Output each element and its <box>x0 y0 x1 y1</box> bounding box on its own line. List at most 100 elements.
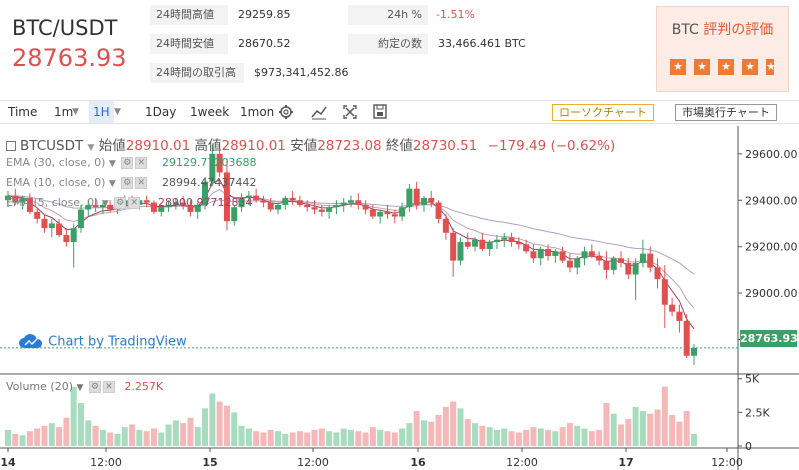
volume-bar <box>618 424 625 446</box>
close-icon[interactable]: ✕ <box>135 177 148 189</box>
x-tick-label: 12:00 <box>90 456 122 469</box>
candle-body <box>581 251 588 259</box>
candle-body <box>158 207 165 212</box>
settings-icon[interactable]: ⚙ <box>121 177 134 189</box>
volume-bar <box>70 386 77 446</box>
settings-icon[interactable]: ⚙ <box>88 381 101 393</box>
stat-24h-low: 24時間安値 28670.52 <box>150 34 330 54</box>
volume-bar <box>545 429 552 446</box>
volume-bar <box>107 432 114 446</box>
stat-trades: 約定の数 33,466.461 BTC <box>348 34 538 54</box>
settings-icon[interactable]: ⚙ <box>114 197 127 209</box>
vol-tick-label: 2.5K <box>745 406 770 419</box>
volume-bar <box>172 420 179 446</box>
stat-24h-volume: 24時間の取引高 $973,341,452.86 <box>150 63 350 83</box>
volume-bar <box>275 431 282 446</box>
settings-icon[interactable]: ⚙ <box>121 157 134 169</box>
candle-body <box>552 251 559 256</box>
x-tick-label: 14 <box>0 456 16 469</box>
candle-body <box>355 200 362 205</box>
volume-bar <box>238 425 245 446</box>
save-icon[interactable] <box>372 101 388 123</box>
depth-chart-button[interactable]: 市場奥行チャート <box>675 104 777 121</box>
volume-bar <box>202 408 209 446</box>
candle-body <box>180 202 187 205</box>
candle-body <box>369 209 376 217</box>
candle-body <box>457 242 464 261</box>
dropdown-arrow-icon[interactable]: ▼ <box>114 107 121 117</box>
candle-body <box>26 197 33 212</box>
candle-body <box>435 202 442 219</box>
candle-body <box>340 202 347 205</box>
volume-bar <box>180 423 187 446</box>
volume-bar <box>26 431 33 446</box>
volume-bar <box>121 427 128 446</box>
dropdown-arrow-icon[interactable]: ▼ <box>108 179 116 189</box>
close-icon[interactable]: ✕ <box>102 381 115 393</box>
gear-icon[interactable] <box>278 101 294 123</box>
volume-bar <box>472 423 479 446</box>
volume-bar <box>289 432 296 446</box>
tradingview-watermark[interactable]: Chart by TradingView <box>18 334 187 350</box>
candle-chart-button[interactable]: ローソクチャート <box>552 104 654 121</box>
price-chart[interactable]: 29600.0029400.0029200.0029000.0028800.00… <box>0 126 799 470</box>
dropdown-arrow-icon[interactable]: ▼ <box>76 383 84 393</box>
candle-body <box>289 197 296 201</box>
interval-1h[interactable]: 1H <box>89 101 114 123</box>
star-icon: ★ <box>670 59 686 75</box>
volume-bar <box>12 433 19 446</box>
collapse-icon[interactable] <box>6 141 16 151</box>
volume-bar <box>603 402 610 446</box>
dropdown-arrow-icon[interactable]: ▼ <box>87 143 95 153</box>
rating-box[interactable]: BTC 評判の評価 ★ ★ ★ ★ ★ <box>656 6 789 92</box>
candle-body <box>333 204 340 208</box>
stat-value: 28670.52 <box>238 37 291 50</box>
cloud-icon <box>19 334 43 348</box>
candle-body <box>326 207 333 212</box>
star-icon: ★ <box>742 59 758 75</box>
candle-body <box>632 262 639 275</box>
dropdown-arrow-icon[interactable]: ▼ <box>101 199 109 209</box>
low-value: 28723.08 <box>317 138 382 154</box>
volume-label: Volume (20) <box>6 380 73 393</box>
stat-value: 29259.85 <box>238 8 291 21</box>
volume-bar <box>369 427 376 446</box>
volume-bar <box>77 402 84 446</box>
rating-title: BTC 評判の評価 <box>671 22 774 38</box>
candle-body <box>596 255 603 261</box>
x-tick-label: 12:00 <box>297 456 329 469</box>
candle-body <box>486 242 493 249</box>
stat-24h-change: 24h % -1.51% <box>348 5 528 25</box>
stat-label: 24時間高値 <box>150 5 228 25</box>
candle-body <box>5 195 11 201</box>
candle-body <box>77 209 84 229</box>
candle-body <box>493 239 500 243</box>
interval-1m[interactable]: 1m <box>54 105 74 119</box>
half-star-icon: ★ <box>766 59 774 75</box>
volume-bar <box>362 432 369 446</box>
volume-bar <box>194 427 201 446</box>
candle-body <box>187 204 194 212</box>
close-icon[interactable]: ✕ <box>135 157 148 169</box>
volume-bar <box>574 425 581 446</box>
volume-bar <box>326 431 333 446</box>
fullscreen-icon[interactable] <box>342 101 358 123</box>
volume-bar <box>399 428 406 446</box>
high-value: 28910.01 <box>221 138 286 154</box>
interval-1day[interactable]: 1Day <box>145 105 177 119</box>
candle-body <box>48 223 55 229</box>
candle-body <box>625 262 632 275</box>
volume-bar <box>311 429 318 446</box>
candle-body <box>691 347 697 356</box>
dropdown-arrow-icon[interactable]: ▼ <box>108 159 116 169</box>
indicator-icon[interactable] <box>310 101 328 123</box>
candle-body <box>92 204 99 208</box>
candle-body <box>223 172 230 222</box>
close-icon[interactable]: ✕ <box>128 197 141 209</box>
candle-body <box>70 228 77 243</box>
volume-bar <box>406 423 413 446</box>
interval-1week[interactable]: 1week <box>190 105 230 119</box>
change-value: −179.49 (−0.62%) <box>487 138 616 154</box>
interval-1mon[interactable]: 1mon <box>240 105 275 119</box>
dropdown-arrow-icon[interactable]: ▼ <box>72 107 79 117</box>
